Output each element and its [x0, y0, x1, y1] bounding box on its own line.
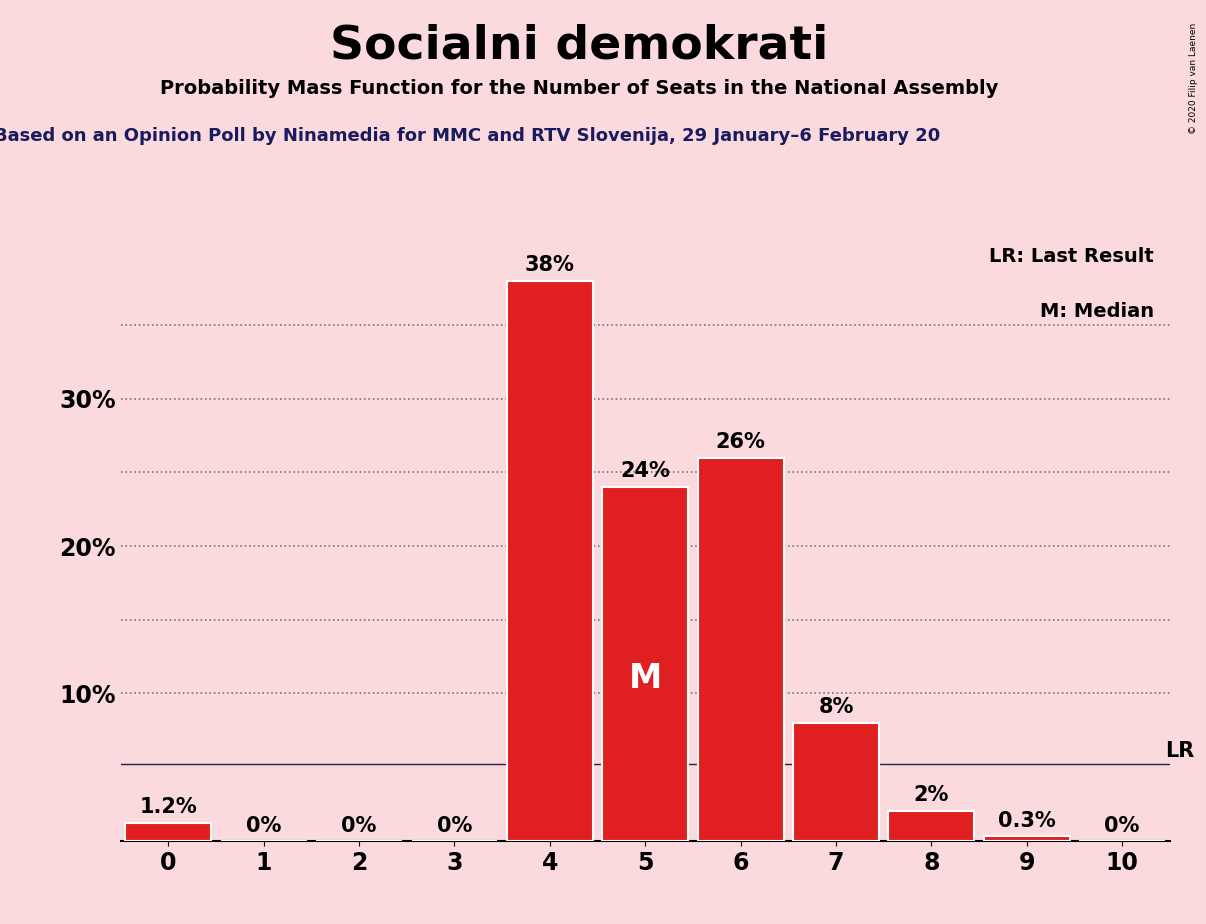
Text: 26%: 26%	[715, 432, 766, 452]
Text: Probability Mass Function for the Number of Seats in the National Assembly: Probability Mass Function for the Number…	[159, 79, 999, 98]
Text: 38%: 38%	[525, 255, 575, 274]
Bar	[794, 723, 879, 841]
Bar	[507, 281, 593, 841]
Bar	[984, 836, 1070, 841]
Text: 0%: 0%	[1105, 817, 1140, 836]
Text: 2%: 2%	[914, 785, 949, 806]
Text: 0%: 0%	[437, 817, 472, 836]
Text: M: M	[628, 663, 662, 695]
Text: 1.2%: 1.2%	[140, 797, 197, 817]
Text: 24%: 24%	[620, 461, 671, 481]
Text: Based on an Opinion Poll by Ninamedia for MMC and RTV Slovenija, 29 January–6 Fe: Based on an Opinion Poll by Ninamedia fo…	[0, 127, 941, 144]
Text: 0%: 0%	[341, 817, 376, 836]
Text: LR: LR	[1165, 741, 1194, 761]
Bar	[889, 811, 974, 841]
Text: 0.3%: 0.3%	[997, 810, 1055, 831]
Text: M: Median: M: Median	[1040, 302, 1154, 322]
Text: 0%: 0%	[246, 817, 281, 836]
Text: 8%: 8%	[819, 697, 854, 717]
Bar	[697, 457, 784, 841]
Text: © 2020 Filip van Laenen: © 2020 Filip van Laenen	[1189, 23, 1198, 134]
Bar	[125, 823, 211, 841]
Text: Socialni demokrati: Socialni demokrati	[329, 23, 829, 68]
Bar	[602, 487, 689, 841]
Text: LR: Last Result: LR: Last Result	[989, 247, 1154, 265]
